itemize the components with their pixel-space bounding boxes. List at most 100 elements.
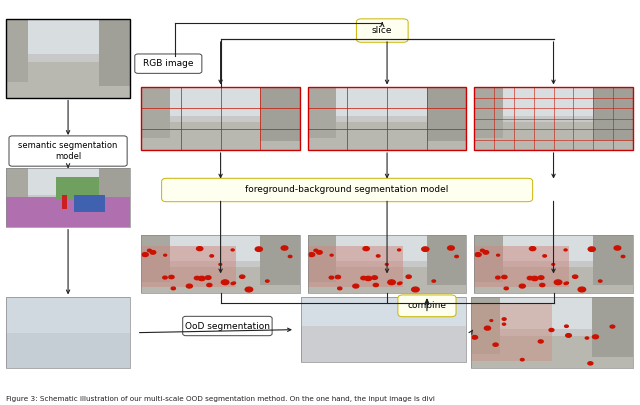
Bar <box>62 194 67 209</box>
Circle shape <box>221 280 229 285</box>
Circle shape <box>308 253 315 256</box>
Bar <box>474 122 633 150</box>
Bar <box>6 200 131 227</box>
Bar <box>471 297 500 354</box>
Circle shape <box>207 284 212 287</box>
Bar <box>6 297 131 368</box>
Circle shape <box>365 276 372 281</box>
Circle shape <box>361 276 366 280</box>
Circle shape <box>231 249 234 251</box>
Bar <box>593 235 633 285</box>
Circle shape <box>588 247 595 252</box>
Circle shape <box>317 251 322 254</box>
Bar <box>474 87 502 138</box>
Circle shape <box>531 276 538 281</box>
Text: semantic segmentation
model: semantic segmentation model <box>19 141 118 161</box>
Bar <box>301 297 331 349</box>
Circle shape <box>239 275 245 278</box>
Circle shape <box>447 246 454 250</box>
Circle shape <box>289 256 292 258</box>
Bar <box>141 87 300 150</box>
Circle shape <box>484 326 491 330</box>
Circle shape <box>538 340 543 343</box>
Circle shape <box>397 282 401 285</box>
Bar <box>74 194 106 212</box>
Circle shape <box>150 251 156 254</box>
FancyBboxPatch shape <box>398 295 456 317</box>
FancyBboxPatch shape <box>9 136 127 166</box>
Circle shape <box>483 251 489 254</box>
Bar <box>56 177 99 200</box>
Bar <box>308 267 467 293</box>
Circle shape <box>372 276 378 279</box>
Circle shape <box>566 334 572 337</box>
Circle shape <box>578 287 586 292</box>
Bar <box>425 297 467 352</box>
Bar <box>471 297 633 329</box>
Circle shape <box>593 335 598 339</box>
Circle shape <box>520 358 524 361</box>
Circle shape <box>397 249 401 251</box>
Bar <box>301 297 467 362</box>
Circle shape <box>564 325 568 327</box>
Bar <box>474 87 633 150</box>
Bar <box>141 87 300 115</box>
Circle shape <box>564 282 568 285</box>
Circle shape <box>172 287 175 290</box>
Bar <box>141 235 300 293</box>
Circle shape <box>376 255 380 257</box>
Circle shape <box>504 287 508 290</box>
Text: OoD segmentation: OoD segmentation <box>185 322 270 330</box>
Circle shape <box>147 249 152 252</box>
Circle shape <box>490 320 493 322</box>
Circle shape <box>502 318 506 320</box>
Bar <box>6 19 131 98</box>
FancyBboxPatch shape <box>135 54 202 73</box>
Circle shape <box>399 282 402 284</box>
Bar <box>301 297 467 326</box>
Circle shape <box>231 282 234 285</box>
Circle shape <box>481 249 484 252</box>
Bar <box>308 247 403 288</box>
Circle shape <box>406 275 412 278</box>
Bar <box>301 297 467 362</box>
Bar <box>474 267 633 293</box>
Circle shape <box>566 282 568 284</box>
Bar <box>471 297 633 368</box>
Bar <box>474 235 502 281</box>
Circle shape <box>388 280 396 285</box>
Bar <box>308 235 336 281</box>
Bar <box>260 235 300 285</box>
Bar <box>141 235 300 293</box>
Bar <box>6 168 28 215</box>
Bar <box>141 122 300 150</box>
Circle shape <box>610 325 615 328</box>
Bar <box>6 297 131 329</box>
Bar <box>141 247 236 288</box>
Circle shape <box>475 253 481 256</box>
Circle shape <box>205 276 211 279</box>
Circle shape <box>163 276 167 279</box>
Circle shape <box>412 287 419 292</box>
Bar <box>301 333 467 362</box>
Circle shape <box>540 284 545 287</box>
Bar <box>308 235 467 293</box>
Circle shape <box>219 264 221 265</box>
Bar <box>141 267 300 293</box>
Circle shape <box>432 280 435 282</box>
Bar <box>301 297 467 362</box>
Bar <box>593 87 633 141</box>
Circle shape <box>538 276 544 279</box>
Circle shape <box>314 249 318 252</box>
Circle shape <box>543 255 547 257</box>
Bar <box>308 235 467 261</box>
Circle shape <box>198 276 205 281</box>
Text: foreground-background segmentation model: foreground-background segmentation model <box>246 185 449 194</box>
Circle shape <box>554 280 562 285</box>
Bar <box>308 235 467 293</box>
Text: Figure 3: Schematic illustration of our multi-scale OOD segmentation method. On : Figure 3: Schematic illustration of our … <box>6 396 435 402</box>
Bar <box>301 297 467 326</box>
Circle shape <box>502 275 507 279</box>
Circle shape <box>169 275 174 279</box>
Text: slice: slice <box>372 26 392 35</box>
